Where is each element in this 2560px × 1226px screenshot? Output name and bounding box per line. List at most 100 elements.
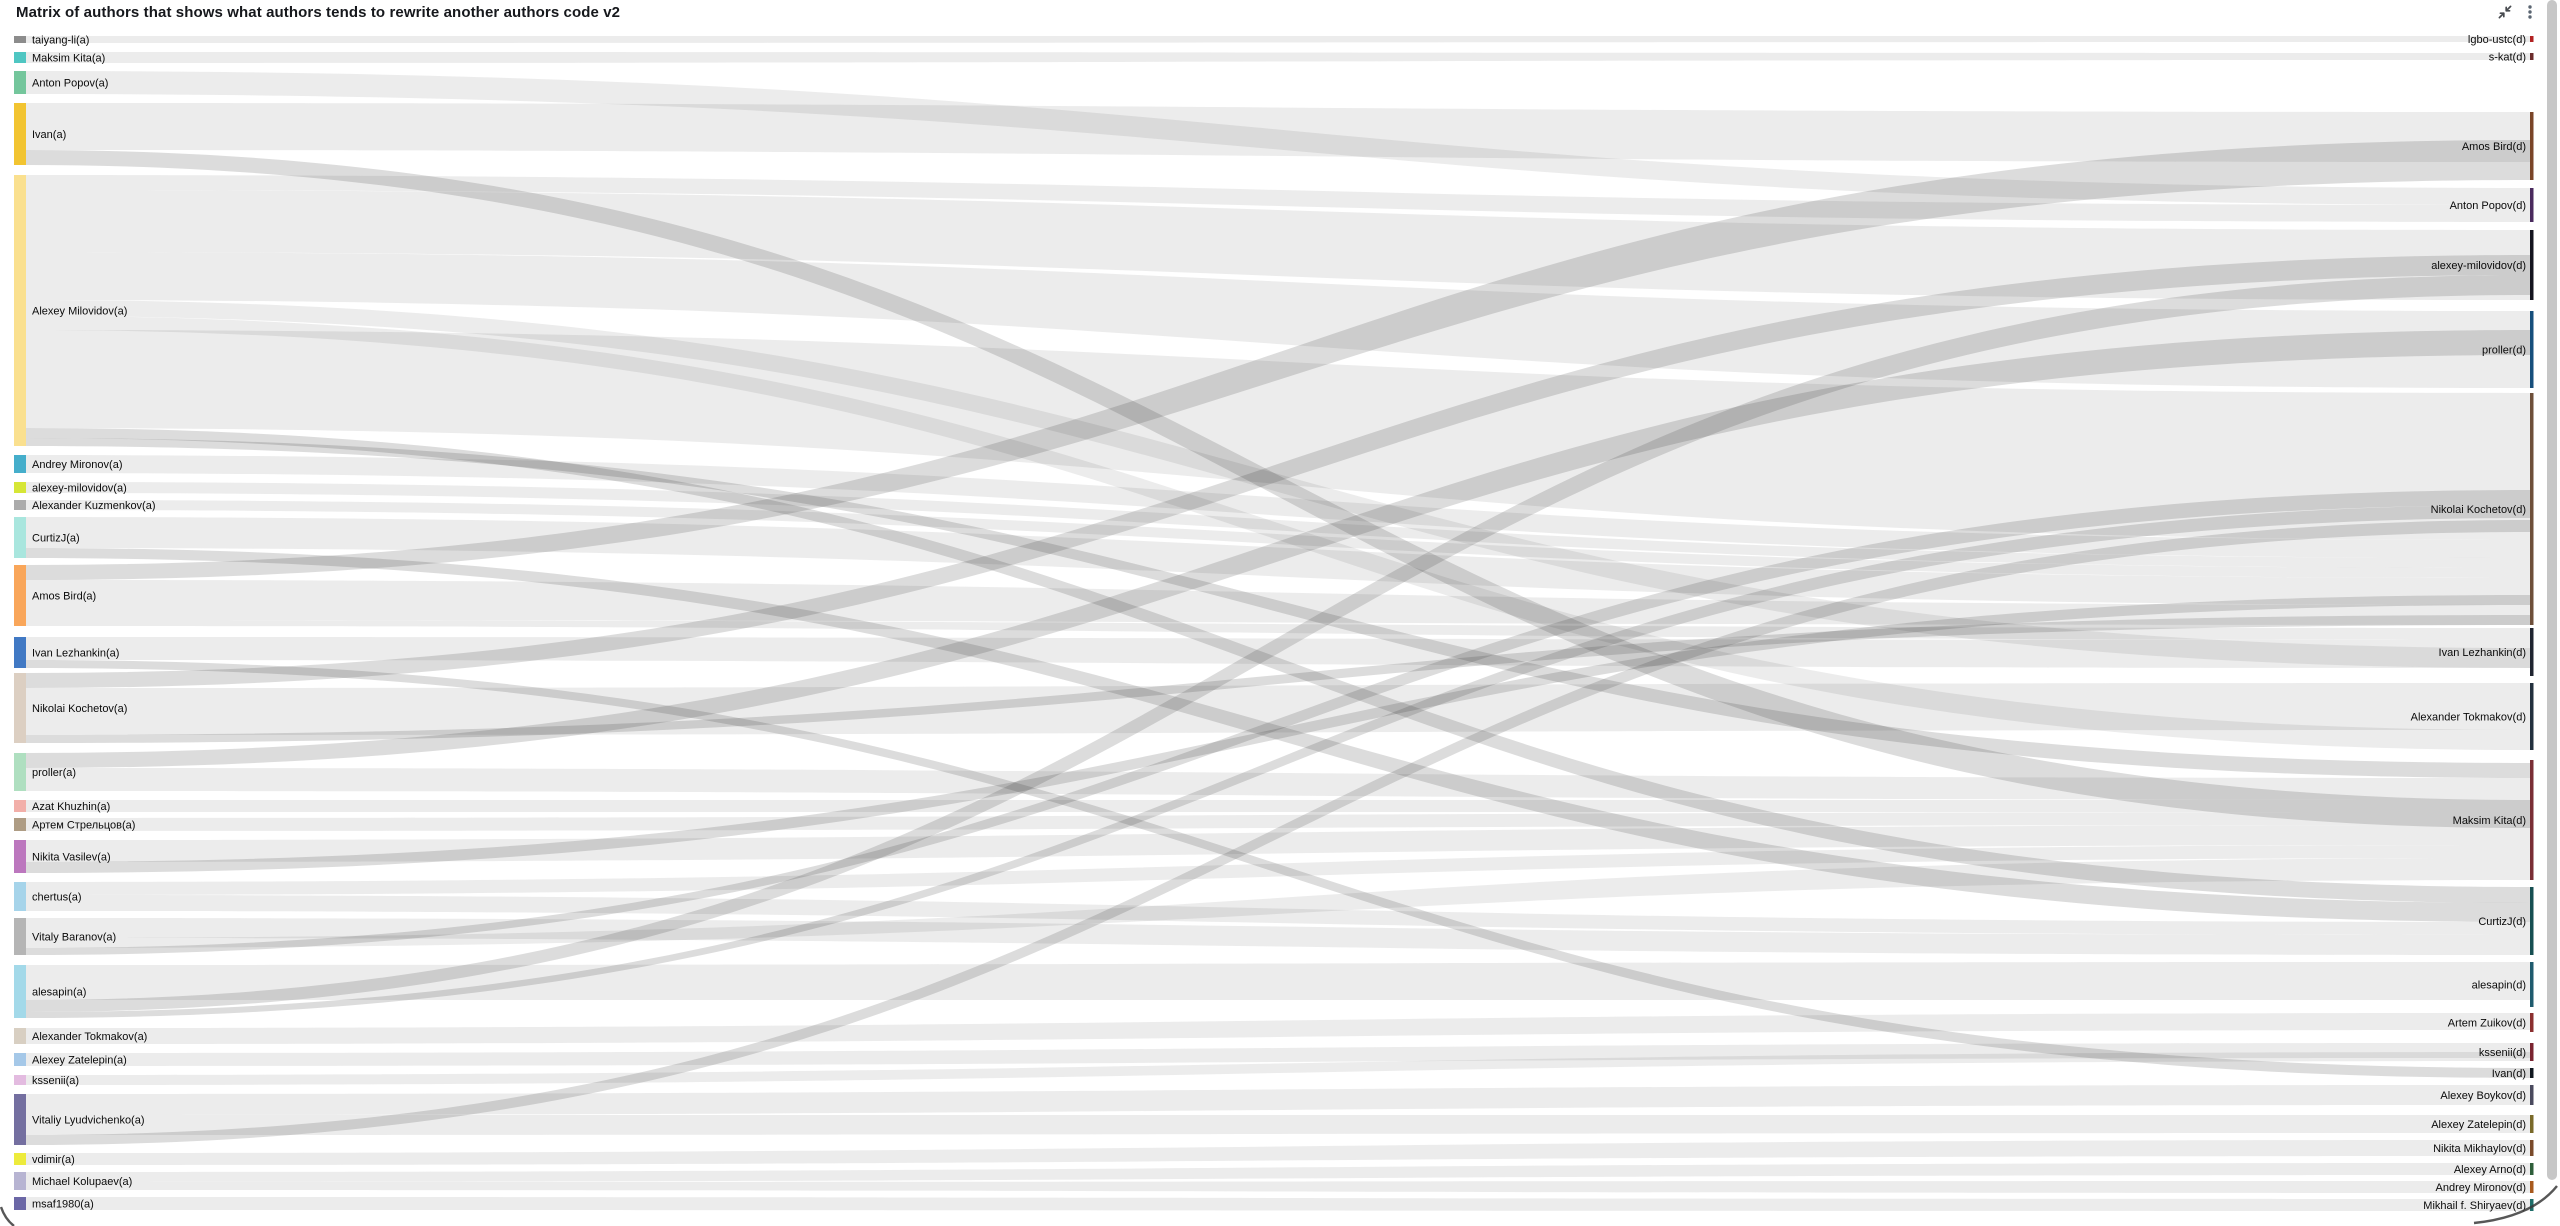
destination-node[interactable]	[2530, 962, 2534, 1007]
sankey-link	[26, 455, 2530, 558]
source-node[interactable]	[14, 482, 26, 493]
source-node[interactable]	[14, 840, 26, 873]
destination-node[interactable]	[2530, 1085, 2534, 1105]
sankey-link	[26, 175, 2530, 222]
source-node[interactable]	[14, 753, 26, 791]
destination-node[interactable]	[2530, 393, 2534, 625]
destination-node-label: Alexey Arno(d)	[2454, 1164, 2526, 1176]
source-node-label: Anton Popov(a)	[32, 78, 108, 90]
sankey-link	[26, 252, 2530, 388]
destination-node[interactable]	[2530, 230, 2534, 300]
destination-node-label: Mikhail f. Shiryaev(d)	[2423, 1200, 2526, 1212]
source-node-label: Nikita Vasilev(a)	[32, 852, 111, 864]
destination-node[interactable]	[2530, 1013, 2534, 1032]
sankey-link	[26, 1043, 2530, 1066]
source-node[interactable]	[14, 175, 26, 446]
kebab-menu-icon[interactable]	[2522, 4, 2538, 20]
destination-node-label: CurtizJ(d)	[2478, 916, 2526, 928]
destination-node[interactable]	[2530, 683, 2534, 750]
sankey-link	[26, 580, 2530, 625]
destination-node-label: kssenii(d)	[2479, 1047, 2526, 1059]
destination-node[interactable]	[2530, 1115, 2534, 1133]
source-node[interactable]	[14, 565, 26, 626]
destination-node[interactable]	[2530, 628, 2534, 676]
sankey-link	[26, 52, 2530, 63]
sankey-link	[26, 190, 2530, 300]
destination-node-label: Nikolai Kochetov(d)	[2431, 504, 2526, 516]
destination-node[interactable]	[2530, 112, 2534, 180]
source-node-label: proller(a)	[32, 767, 76, 779]
sankey-link	[26, 620, 2530, 640]
source-node[interactable]	[14, 800, 26, 812]
source-node[interactable]	[14, 1172, 26, 1190]
sankey-link	[26, 316, 2530, 750]
sankey-link	[26, 1052, 2530, 1085]
sankey-link	[26, 517, 2530, 605]
collapse-icon[interactable]	[2497, 4, 2513, 20]
source-node-label: Alexander Tokmakov(a)	[32, 1031, 147, 1043]
sankey-link	[26, 150, 2530, 828]
sankey-link	[26, 637, 2530, 668]
destination-node[interactable]	[2530, 53, 2534, 60]
source-node[interactable]	[14, 673, 26, 743]
source-node-label: Nikolai Kochetov(a)	[32, 703, 127, 715]
source-node[interactable]	[14, 818, 26, 831]
source-node-label: vdimir(a)	[32, 1154, 75, 1166]
source-node[interactable]	[14, 882, 26, 911]
sankey-link	[26, 500, 2530, 578]
destination-node[interactable]	[2530, 1068, 2534, 1078]
destination-node[interactable]	[2530, 311, 2534, 388]
destination-node[interactable]	[2530, 188, 2534, 222]
source-node[interactable]	[14, 637, 26, 668]
destination-node-label: Anton Popov(d)	[2450, 200, 2526, 212]
sankey-link	[26, 438, 2530, 778]
destination-node-label: Alexey Zatelepin(d)	[2431, 1119, 2526, 1131]
sankey-link	[26, 1163, 2530, 1182]
destination-node[interactable]	[2530, 760, 2534, 880]
sankey-links	[26, 36, 2530, 1211]
source-node[interactable]	[14, 965, 26, 1018]
sankey-link	[26, 505, 2530, 1018]
source-node[interactable]	[14, 455, 26, 473]
destination-node-label: Alexey Boykov(d)	[2440, 1090, 2526, 1102]
destination-node[interactable]	[2530, 887, 2534, 955]
destination-node-label: alexey-milovidov(d)	[2431, 260, 2526, 272]
sankey-link	[26, 660, 2530, 1078]
destination-node[interactable]	[2530, 36, 2534, 42]
sankey-link	[26, 482, 2530, 568]
source-node[interactable]	[14, 1053, 26, 1066]
source-node[interactable]	[14, 1075, 26, 1085]
sankey-link	[26, 548, 2530, 922]
sankey-link	[26, 255, 2530, 688]
source-node[interactable]	[14, 1153, 26, 1165]
source-node-label: Azat Khuzhin(a)	[32, 801, 110, 813]
destination-node[interactable]	[2530, 1140, 2534, 1156]
sankey-link	[26, 800, 2530, 812]
source-node[interactable]	[14, 1197, 26, 1210]
panel-title[interactable]: Matrix of authors that shows what author…	[16, 4, 621, 21]
source-node-label: taiyang-li(a)	[32, 35, 89, 47]
destination-node[interactable]	[2530, 1163, 2534, 1175]
source-node[interactable]	[14, 500, 26, 510]
destination-node-label: Artem Zuikov(d)	[2448, 1018, 2526, 1030]
destination-node[interactable]	[2530, 1181, 2534, 1193]
source-node[interactable]	[14, 52, 26, 63]
scrollbar-thumb[interactable]	[2547, 0, 2557, 1180]
source-node-label: chertus(a)	[32, 892, 82, 904]
source-node-label: kssenii(a)	[32, 1075, 79, 1087]
sankey-link	[26, 825, 2530, 862]
source-node[interactable]	[14, 1028, 26, 1044]
source-node[interactable]	[14, 103, 26, 165]
sankey-link	[26, 140, 2530, 580]
source-node[interactable]	[14, 71, 26, 94]
source-node[interactable]	[14, 1094, 26, 1145]
sankey-link	[26, 428, 2530, 903]
source-node-label: Alexey Zatelepin(a)	[32, 1055, 127, 1067]
source-node[interactable]	[14, 517, 26, 558]
sankey-link	[26, 1085, 2530, 1115]
source-node[interactable]	[14, 918, 26, 955]
destination-node[interactable]	[2530, 1199, 2534, 1211]
destination-node[interactable]	[2530, 1043, 2534, 1061]
source-node[interactable]	[14, 36, 26, 43]
